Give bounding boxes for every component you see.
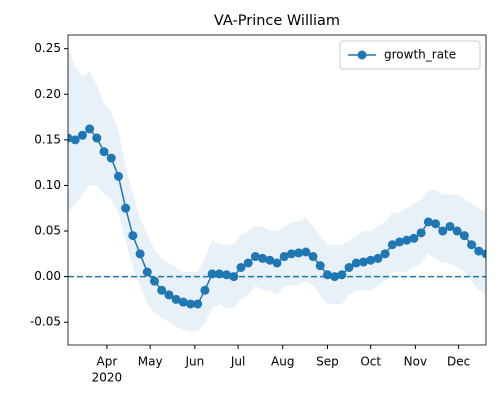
point (121, 203, 131, 213)
point (77, 130, 87, 140)
point (308, 252, 318, 262)
point (445, 221, 455, 231)
point (193, 299, 203, 309)
point (481, 249, 486, 259)
plot-area (68, 48, 486, 332)
legend-box (339, 40, 481, 70)
point (423, 217, 433, 227)
y-tick-label: 0.00 (34, 269, 61, 283)
point (236, 263, 246, 272)
point (467, 240, 477, 250)
point (128, 231, 138, 241)
x-tick-label: Dec (447, 355, 470, 369)
legend-marker (357, 50, 367, 60)
x-tick-label: Jun (184, 355, 204, 369)
point (207, 269, 217, 279)
point (337, 270, 347, 280)
y-tick-label: 0.20 (34, 87, 61, 101)
point (452, 226, 462, 236)
point (431, 219, 441, 229)
x-tick-label: May (138, 355, 163, 369)
point (265, 255, 275, 265)
point (92, 133, 102, 143)
point (135, 249, 145, 259)
point (200, 285, 210, 295)
point (344, 263, 354, 272)
point (474, 246, 484, 256)
point (113, 171, 123, 181)
point (315, 261, 325, 271)
point (409, 233, 419, 243)
point (222, 270, 232, 280)
point (358, 257, 368, 267)
point (272, 258, 282, 268)
point (229, 272, 239, 282)
point (387, 240, 397, 250)
point (149, 276, 159, 286)
point (322, 270, 332, 280)
x-tick-label: Sep (316, 355, 339, 369)
point (294, 248, 304, 258)
point (171, 294, 181, 304)
point (330, 272, 340, 282)
point (258, 253, 268, 263)
y-tick-label: -0.05 (30, 315, 61, 329)
y-tick-label: 0.25 (34, 41, 61, 55)
point (243, 258, 253, 268)
point (438, 226, 448, 236)
point (351, 258, 361, 268)
point (85, 124, 95, 134)
axes-frame (67, 34, 487, 346)
confidence-band (68, 48, 486, 332)
x-tick-label: Aug (271, 355, 294, 369)
point (178, 297, 188, 307)
y-tick-label: 0.15 (34, 132, 61, 146)
chart-title: VA-Prince William (214, 13, 340, 29)
point (99, 147, 109, 157)
point (157, 285, 167, 295)
point (395, 237, 405, 247)
point (301, 247, 311, 257)
x-tick-label: Apr (97, 355, 118, 369)
x-tick-label: Nov (404, 355, 427, 369)
point (373, 253, 383, 263)
point (279, 252, 289, 262)
x-year-label: 2020 (92, 371, 123, 385)
point (459, 231, 469, 241)
x-tick-label: Oct (360, 355, 381, 369)
point (106, 153, 116, 163)
x-tick-label: Jul (230, 355, 245, 369)
point (416, 228, 426, 238)
point (70, 135, 80, 145)
point (286, 249, 296, 259)
point (164, 290, 174, 300)
point (366, 255, 376, 265)
point (250, 252, 260, 262)
point (402, 235, 412, 245)
point (186, 299, 196, 309)
point (214, 269, 224, 279)
point (142, 267, 152, 277)
y-tick-label: 0.10 (34, 178, 61, 192)
y-tick-label: 0.05 (34, 224, 61, 238)
point (380, 249, 390, 259)
legend-label: growth_rate (384, 48, 456, 62)
